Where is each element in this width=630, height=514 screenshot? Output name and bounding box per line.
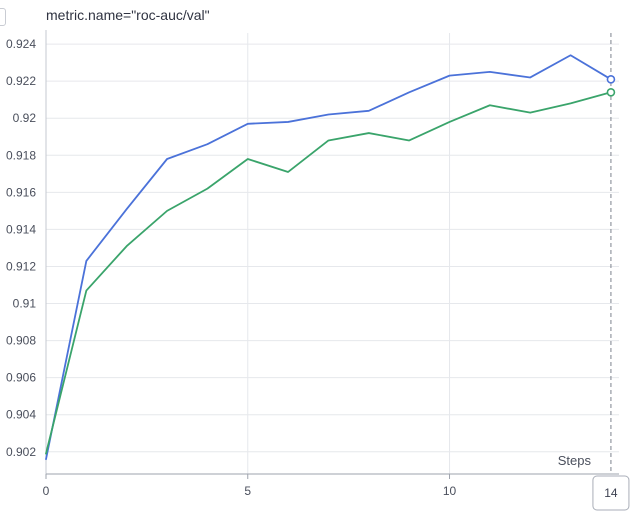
series-line-1 xyxy=(45,54,612,461)
y-tick-label: 0.914 xyxy=(6,222,36,236)
x-axis-label: Steps xyxy=(558,453,592,468)
axis-layer: 0.902 0.904 0.906 0.908 0.91 0.912 0.914 0.916 0… xyxy=(6,30,619,498)
filter-chip[interactable] xyxy=(0,8,6,26)
y-tick-label: 0.908 xyxy=(6,334,36,348)
hover-step-box xyxy=(592,475,630,511)
x-tick-label: 10 xyxy=(443,484,457,498)
y-tick-label: 0.912 xyxy=(6,259,36,273)
grid-layer xyxy=(45,33,619,474)
hover-step-label: 14 xyxy=(604,486,618,500)
y-tick-label: 0.916 xyxy=(6,185,36,199)
x-tick-label: 5 xyxy=(244,484,251,498)
y-tick-label: 0.902 xyxy=(6,445,36,459)
y-tick-label: 0.904 xyxy=(6,408,36,422)
y-tick-label: 0.922 xyxy=(6,74,36,88)
y-tick-label: 0.918 xyxy=(6,148,36,162)
series-layer xyxy=(45,54,612,461)
hover-point-2 xyxy=(606,87,616,97)
y-tick-label: 0.91 xyxy=(13,297,37,311)
series-line-2 xyxy=(45,91,612,455)
y-tick-label: 0.92 xyxy=(13,111,37,125)
hover-point-1 xyxy=(606,75,616,84)
hover-layer: 14 xyxy=(592,33,630,511)
x-tick-label: 0 xyxy=(43,484,50,498)
y-tick-label: 0.924 xyxy=(6,37,36,51)
chart-title: metric.name="roc-auc/val" xyxy=(46,7,210,23)
y-tick-label: 0.906 xyxy=(6,371,36,385)
